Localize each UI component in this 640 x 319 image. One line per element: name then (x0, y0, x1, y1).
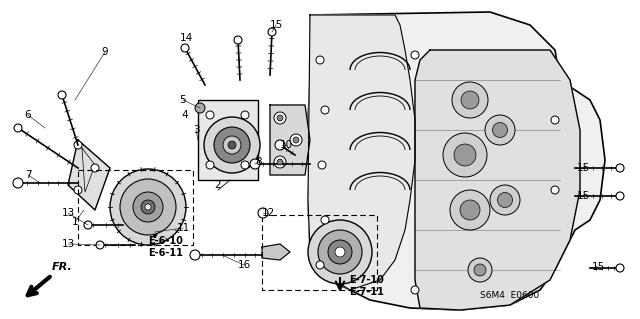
Circle shape (474, 264, 486, 276)
Text: E-6-10: E-6-10 (148, 236, 183, 246)
Circle shape (228, 141, 236, 149)
Bar (78, 170, 193, 245)
Polygon shape (308, 15, 415, 290)
Circle shape (241, 161, 249, 169)
Text: 1: 1 (72, 217, 78, 227)
Circle shape (461, 91, 479, 109)
Circle shape (234, 36, 242, 44)
Circle shape (497, 192, 513, 207)
Text: 16: 16 (237, 260, 251, 270)
Circle shape (411, 51, 419, 59)
Circle shape (241, 111, 249, 119)
Polygon shape (262, 244, 290, 260)
Text: E-7-11: E-7-11 (349, 287, 384, 297)
Polygon shape (415, 50, 580, 310)
Circle shape (616, 192, 624, 200)
Text: 14: 14 (179, 33, 193, 43)
Text: FR.: FR. (52, 262, 73, 272)
Text: E-6-11: E-6-11 (148, 248, 183, 258)
Circle shape (258, 208, 268, 218)
Circle shape (120, 179, 176, 235)
Circle shape (335, 247, 345, 257)
Circle shape (277, 115, 283, 121)
Circle shape (206, 111, 214, 119)
Circle shape (411, 286, 419, 294)
Circle shape (110, 169, 186, 245)
Circle shape (91, 164, 99, 172)
Circle shape (13, 178, 23, 188)
Circle shape (277, 159, 283, 165)
Circle shape (443, 133, 487, 177)
Circle shape (250, 159, 260, 169)
Polygon shape (68, 140, 110, 210)
Circle shape (274, 156, 286, 168)
Text: 9: 9 (102, 47, 108, 57)
Circle shape (223, 136, 241, 154)
Circle shape (308, 220, 372, 284)
Circle shape (468, 258, 492, 282)
Circle shape (450, 190, 490, 230)
Text: 15: 15 (269, 20, 283, 30)
Text: 15: 15 (591, 262, 605, 272)
Circle shape (190, 250, 200, 260)
Circle shape (321, 106, 329, 114)
Text: 11: 11 (177, 223, 189, 233)
Circle shape (74, 186, 82, 194)
Text: 15: 15 (577, 163, 589, 173)
Text: 6: 6 (25, 110, 31, 120)
Circle shape (206, 161, 214, 169)
Circle shape (318, 230, 362, 274)
Circle shape (316, 261, 324, 269)
Circle shape (616, 264, 624, 272)
Circle shape (454, 144, 476, 166)
Circle shape (493, 122, 508, 137)
Circle shape (328, 240, 352, 264)
Text: 13: 13 (61, 239, 75, 249)
Text: 8: 8 (256, 157, 262, 167)
Circle shape (145, 204, 151, 210)
Circle shape (181, 44, 189, 52)
Text: 3: 3 (193, 125, 199, 135)
Circle shape (616, 164, 624, 172)
Text: 7: 7 (25, 170, 31, 180)
Polygon shape (270, 105, 310, 175)
Circle shape (141, 200, 155, 214)
Text: E-7-10: E-7-10 (349, 275, 384, 285)
Circle shape (268, 28, 276, 36)
Circle shape (551, 116, 559, 124)
Text: 15: 15 (577, 191, 589, 201)
Circle shape (490, 185, 520, 215)
Circle shape (133, 192, 163, 222)
Polygon shape (308, 12, 605, 310)
Text: 13: 13 (61, 208, 75, 218)
Text: 10: 10 (280, 140, 292, 150)
Circle shape (316, 56, 324, 64)
Circle shape (74, 141, 82, 149)
Circle shape (14, 124, 22, 132)
Bar (262, 215, 377, 290)
Circle shape (485, 115, 515, 145)
Circle shape (290, 134, 302, 146)
Circle shape (214, 127, 250, 163)
Bar (198, 100, 258, 180)
Circle shape (293, 137, 299, 143)
Text: 12: 12 (261, 208, 275, 218)
Text: 5: 5 (180, 95, 186, 105)
Circle shape (551, 186, 559, 194)
Text: 2: 2 (214, 180, 221, 190)
Circle shape (275, 140, 285, 150)
Circle shape (204, 117, 260, 173)
Circle shape (460, 200, 480, 220)
Circle shape (58, 91, 66, 99)
Circle shape (195, 103, 205, 113)
Text: 4: 4 (182, 110, 188, 120)
Text: S6M4  E0600: S6M4 E0600 (480, 291, 540, 300)
Circle shape (274, 112, 286, 124)
Circle shape (452, 82, 488, 118)
Circle shape (321, 216, 329, 224)
Circle shape (318, 161, 326, 169)
Circle shape (96, 241, 104, 249)
Circle shape (84, 221, 92, 229)
